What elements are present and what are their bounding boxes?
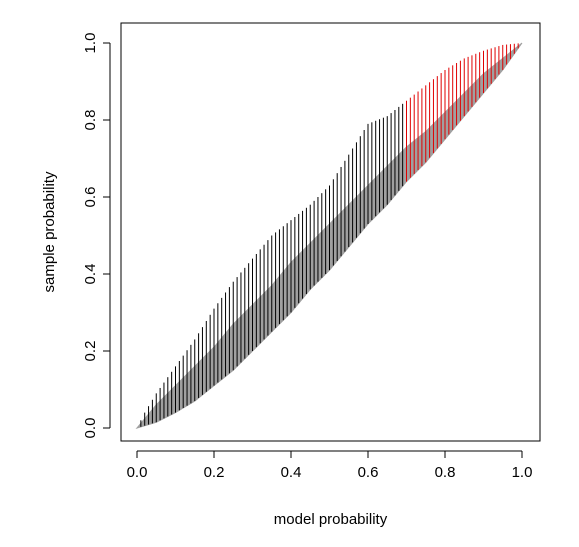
y-tick-label: 0.2 bbox=[82, 341, 99, 362]
x-axis: 0.0 0.2 0.4 0.6 0.8 1.0 bbox=[127, 450, 533, 481]
deviation-segments bbox=[140, 43, 519, 427]
x-tick-label: 0.4 bbox=[281, 464, 302, 481]
y-tick-label: 0.0 bbox=[82, 418, 99, 439]
y-tick-label: 0.6 bbox=[82, 187, 99, 208]
x-tick-label: 0.6 bbox=[358, 464, 379, 481]
y-axis-label: sample probability bbox=[41, 171, 58, 292]
x-tick-label: 0.8 bbox=[435, 464, 456, 481]
y-tick-label: 0.4 bbox=[82, 264, 99, 285]
x-axis-label: model probability bbox=[274, 511, 388, 528]
y-tick-label: 0.8 bbox=[82, 110, 99, 131]
x-tick-label: 1.0 bbox=[512, 464, 533, 481]
y-axis: 0.0 0.2 0.4 0.6 0.8 1.0 bbox=[82, 33, 111, 439]
y-tick-label: 1.0 bbox=[82, 33, 99, 54]
x-tick-label: 0.2 bbox=[204, 464, 225, 481]
x-tick-label: 0.0 bbox=[127, 464, 148, 481]
plot-frame bbox=[120, 22, 541, 442]
